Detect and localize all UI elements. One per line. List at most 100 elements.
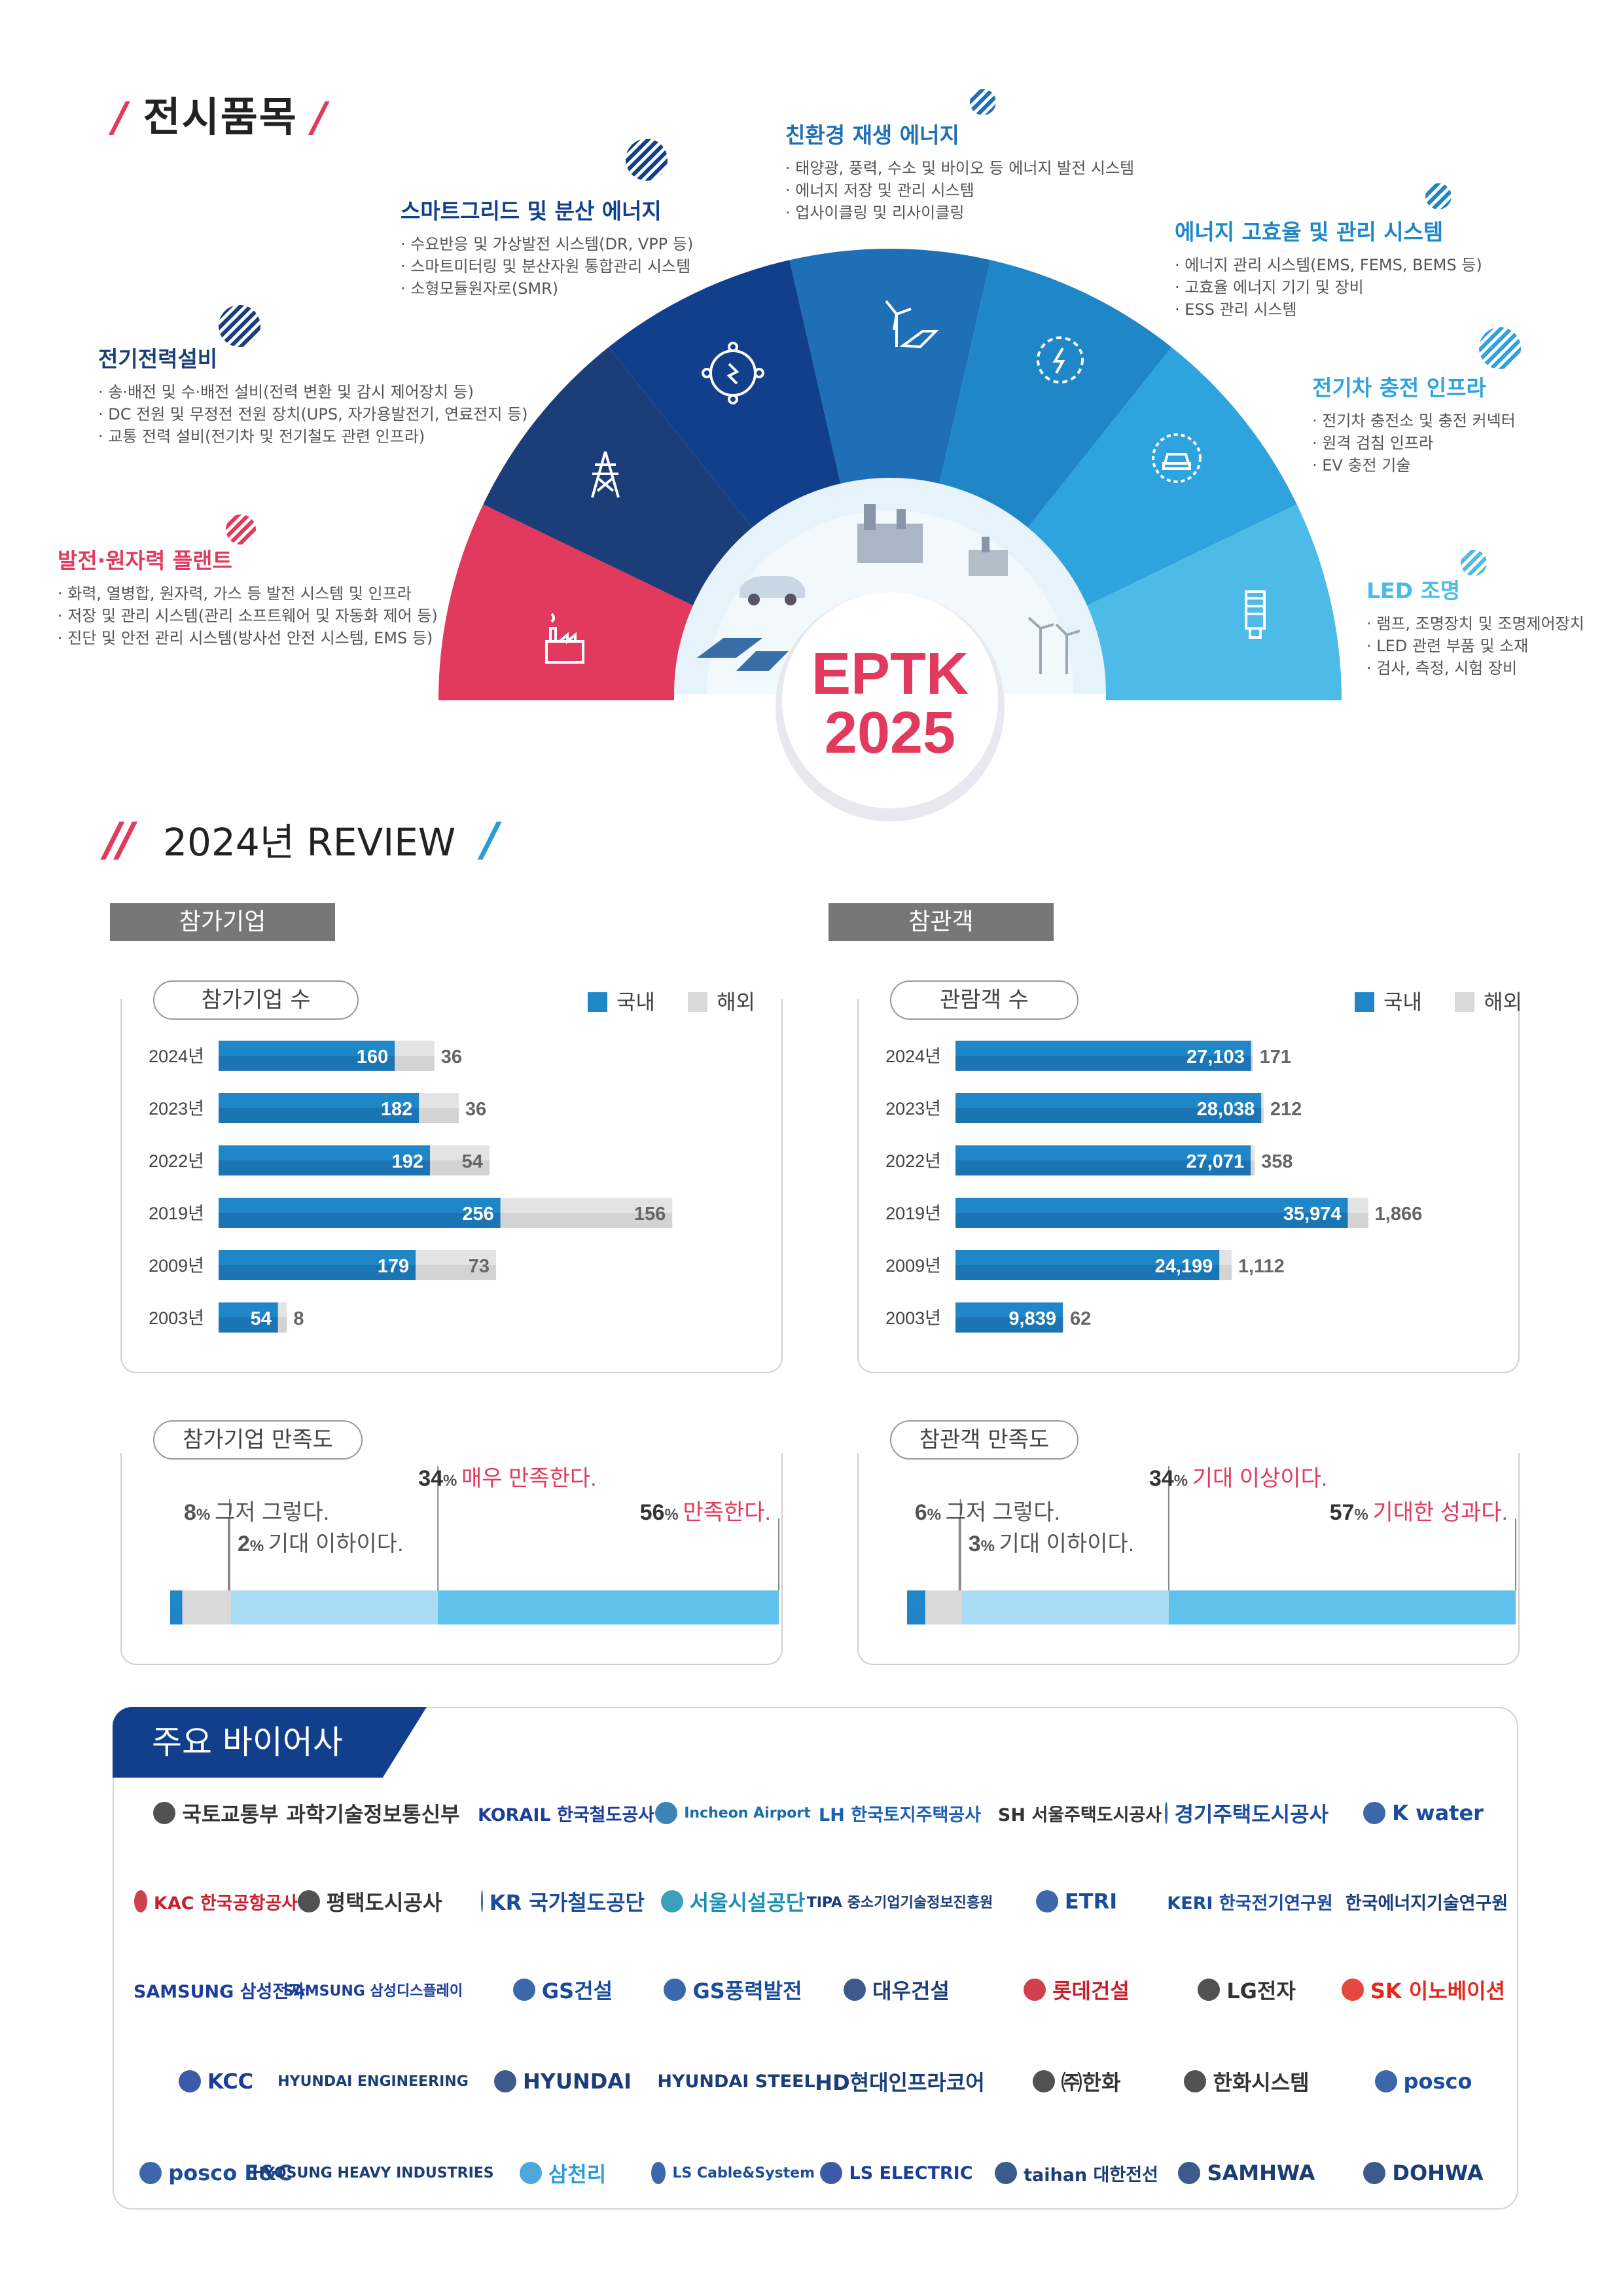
buyer-logo-name: HYUNDAI [523,2069,632,2094]
visitors-legend: 국내 해외 [1355,986,1522,1016]
buyer-logo-name: posco E&C [168,2161,293,2185]
bar-overseas-shade [1251,1056,1253,1071]
sat-bar-segment-shade [961,1607,1169,1624]
bar-overseas-shade [416,1265,497,1280]
buyer-logo-name: 서울시설공단 [689,1890,806,1915]
title-slash-left: / [113,93,129,141]
category-led-title: LED 조명 [1366,578,1461,603]
category-grid-title: 스마트그리드 및 분산 에너지 [401,198,662,224]
buyer-logo: SH 서울주택도시공사 [995,1784,1162,1842]
buyer-logo: LG전자 [1165,1960,1329,2019]
led-bulb-icon [1245,590,1266,639]
category-power-title: 전기전력설비 [98,346,218,372]
buyer-logo-name: LS Cable&System [672,2164,815,2181]
buyer-logo-mark-icon [651,2162,666,2184]
buyer-logo: KERI 한국전기연구원 [1165,1872,1332,1931]
buyer-logo: KR 국가철도공단 [481,1872,645,1931]
tab-companies: 참가기업 [110,903,335,941]
buyer-logo-name: 평택도시공사 [326,1890,442,1915]
tick-label: 2003년 [149,1308,204,1328]
buyer-logo-name: HYOSUNG HEAVY INDUSTRIES [252,2164,494,2181]
sat-label: 34% 기대 이상이다. [1149,1466,1327,1491]
buyer-logo: ㈜한화 [995,2052,1158,2111]
buyer-logo: HYUNDAI [481,2052,645,2111]
category-plant-item: 진단 및 안전 관리 시스템(방사선 안전 시스템, EMS 등) [58,627,438,649]
category-led-item: 램프, 조명장치 및 조명제어장치 [1366,613,1584,635]
bar-overseas-shade [395,1056,435,1071]
sector-plant [438,504,696,700]
center-circle [782,592,998,808]
buyer-logo-mark-icon [1184,2070,1207,2092]
exhibit-semicircle: EPTK 2025 [438,249,1342,821]
buyer-logo-name: K water [1392,1801,1484,1825]
review-slash-blue: / [482,813,499,867]
buyer-logo-name: KR 국가철도공단 [489,1890,645,1915]
review-title-text: 2024년 REVIEW [163,820,456,865]
data-label-domestic: 24,199 [1155,1256,1213,1277]
buyer-logo-name: 한화시스템 [1213,2070,1310,2095]
title-slash-right: / [312,93,329,141]
buyer-logo-mark-icon [820,2162,843,2184]
buyer-logo-name: LS ELECTRIC [849,2162,973,2183]
buyer-logo-name: DOHWA [1392,2161,1484,2185]
buyer-logo-name: SAMSUNG 삼성디스플레이 [283,1983,463,2000]
buyer-logo-name: SH 서울주택도시공사 [997,1804,1162,1825]
sector-led [1084,504,1342,700]
legend-domestic-label: 국내 [1383,990,1422,1014]
hatch-circle-ev [1479,327,1521,369]
center-label-year: 2025 [825,700,955,766]
bar-overseas-shade [1219,1265,1232,1280]
buyer-logo-mark-icon [512,1979,535,2001]
buyer-logo-mark-icon [1363,2162,1386,2184]
buyer-logo: HYUNDAI ENGINEERING [277,2052,469,2111]
buyer-logo-mark-icon [297,1890,320,1912]
hatch-circle-power [219,305,260,347]
buyer-logo-name: KCC [207,2069,254,2094]
tick-label: 2003년 [885,1308,941,1328]
buyer-logo-name: GS풍력발전 [692,1979,802,2003]
buyer-logo-name: SK 이노베이션 [1370,1979,1505,2003]
buyer-logo-mark-icon [1165,1802,1168,1824]
legend-domestic-swatch [588,992,607,1012]
buyer-logo-mark-icon [178,2070,201,2092]
sat-label: 2% 기대 이하이다. [238,1532,404,1556]
buyer-logo-name: 한국에너지기술연구원 [1345,1893,1508,1914]
hatch-circle-plant [226,514,256,545]
buyer-logo-name: 과학기술정보통신부 [286,1802,460,1827]
buyer-logo: K water [1342,1784,1505,1842]
buyer-logo-name: Incheon Airport [684,1804,811,1821]
category-ev-item: 원격 검침 인프라 [1312,432,1516,454]
buyer-logo-mark-icon [1342,1979,1364,2001]
buyer-logo-mark-icon [1178,2162,1201,2184]
category-eff-item: 에너지 관리 시스템(EMS, FEMS, BEMS 등) [1175,254,1482,276]
legend-domestic-label: 국내 [616,990,655,1014]
data-label-domestic: 27,103 [1186,1047,1245,1067]
buyer-logo: taihan 대한전선 [995,2144,1158,2202]
tick-label: 2019년 [149,1204,204,1223]
network-icon [702,342,764,404]
sector-grid [608,260,842,531]
buyer-logo-name: KAC 한국공항공사 [153,1893,298,1914]
sat-label: 57% 기대한 성과다. [1330,1500,1508,1525]
buyer-logo-mark-icon [1024,1979,1046,2001]
category-led-item: LED 관련 부품 및 소재 [1366,635,1584,657]
data-label-overseas: 358 [1261,1151,1293,1172]
buyer-logo-name: 롯데건설 [1052,1979,1130,2003]
companies-legend: 국내 해외 [588,986,755,1016]
buyers-title: 주요 바이어사 [113,1707,427,1778]
data-label-overseas: 73 [469,1256,490,1277]
category-plant-title: 발전·원자력 플랜트 [58,548,232,573]
category-renew-title: 친환경 재생 에너지 [785,122,959,148]
bar-domestic-shade [955,1160,1251,1175]
bar-domestic-shade [219,1160,431,1175]
sat-label: 6% 그저 그렇다. [915,1500,1060,1525]
buyer-logo-mark-icon [664,1979,687,2001]
category-renew-item: 업사이클링 및 리사이클링 [785,202,1134,224]
category-eff-item: 고효율 에너지 기기 및 장비 [1175,276,1482,298]
companies-satisfaction-panel [120,1453,783,1665]
category-renew-item: 태양광, 풍력, 수소 및 바이오 등 에너지 발전 시스템 [785,157,1134,179]
buyer-logo-mark-icon [1198,1979,1221,2001]
buyer-logo-name: LG전자 [1226,1979,1296,2003]
buyer-logo: GS풍력발전 [651,1960,815,2019]
bar-overseas-shade [277,1318,287,1333]
